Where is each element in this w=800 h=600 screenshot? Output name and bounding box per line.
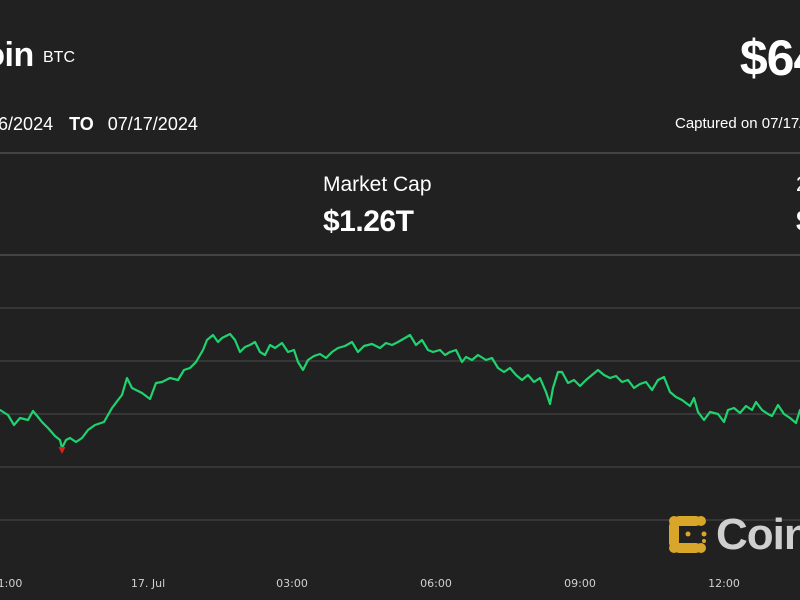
captured-timestamp: Captured on 07/17/ <box>675 115 800 132</box>
logo-text: Coin <box>716 510 800 559</box>
stat-volume: 2 $ <box>796 174 800 237</box>
x-tick-label: 12:00 <box>708 577 740 590</box>
stat-market-cap: Market Cap $1.26T <box>323 174 432 237</box>
coindesk-logo-icon <box>669 516 707 553</box>
stat-label: Market Cap <box>323 173 432 196</box>
price-line <box>0 332 800 450</box>
chart-gridlines <box>0 307 800 521</box>
current-price: $64,1 <box>739 30 800 86</box>
x-tick-label: 09:00 <box>564 577 596 590</box>
stat-label: 2 <box>796 174 800 195</box>
divider-bottom <box>0 254 800 256</box>
date-to-label: TO <box>69 114 94 134</box>
coin-name: Bitcoin <box>0 36 34 74</box>
date-to: 07/17/2024 <box>107 114 198 134</box>
price-chart[interactable] <box>0 256 800 600</box>
stat-value: $1.26T <box>323 205 414 238</box>
date-from: 07/16/2024 <box>0 114 54 134</box>
x-tick-label: 17. Jul <box>130 577 166 590</box>
stat-value: $ <box>796 207 800 237</box>
coindesk-logo: Coin <box>668 513 800 559</box>
divider-top <box>0 152 800 154</box>
x-tick-label: 1:00 <box>0 577 23 590</box>
low-marker-icon <box>58 447 66 454</box>
x-tick-label: 03:00 <box>276 577 308 590</box>
x-tick-label: 06:00 <box>420 577 452 590</box>
date-range: 07/16/2024 TO 07/17/2024 <box>0 115 198 133</box>
coin-ticker: BTC <box>43 49 75 66</box>
